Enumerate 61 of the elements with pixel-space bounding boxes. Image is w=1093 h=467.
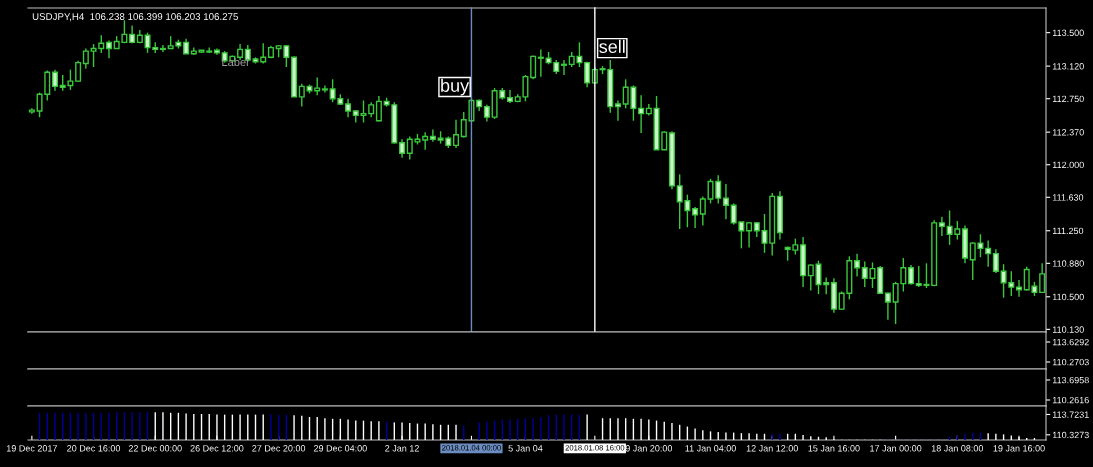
candlestick [638,94,645,134]
y-tick-label: 111.630 [1052,194,1084,201]
candlestick [884,291,891,321]
candlestick [75,60,82,83]
candlestick [422,131,429,151]
x-tick-label: 9 Jan 20:00 [625,445,673,452]
y-tick-label: 111.250 [1052,227,1084,235]
x-tick-label: 12 Jan 12:00 [746,445,798,452]
candlestick [537,48,544,78]
x-tick-label: 19 Jan 16:00 [993,445,1045,452]
candlestick [375,95,382,123]
candlestick [560,59,568,76]
x-tick-label: 22 Dec 00:00 [128,445,182,452]
x-tick-label: 20 Dec 16:00 [67,445,121,452]
x-tick-label: 15 Jan 16:00 [808,445,860,452]
candlestick [159,44,166,53]
candlestick [82,47,89,70]
candlestick [699,195,706,227]
y-tick-label: 110.2616 [1052,396,1089,404]
chart-title: USDJPY,H4 106.238 106.399 106.203 106.275 [32,13,238,22]
y-tick-label: 110.3273 [1052,431,1089,439]
candlestick [51,68,59,92]
y-tick-label: 110.130 [1052,326,1084,333]
candlestick [854,252,861,278]
candlestick [992,248,999,274]
candlestick [692,206,699,229]
y-tick-label: 112.750 [1052,95,1084,103]
x-tick-label: 29 Dec 04:00 [313,445,367,452]
y-tick-label: 113.6958 [1052,376,1089,384]
ref-line-label: buy [441,78,470,96]
candlestick [985,239,992,268]
x-tick-label: 27 Dec 20:00 [252,445,306,452]
candlestick [746,221,753,249]
candlestick [614,99,621,122]
x-tick-label: 5 Jan 04 [508,445,543,452]
y-tick-label: 112.000 [1052,161,1084,169]
candlestick [584,61,591,88]
candlestick [429,128,436,143]
x-tick-label: 17 Jan 00:00 [870,445,922,452]
x-tick-label: 18 Jan 08:00 [931,445,984,452]
candlestick [321,84,328,94]
x-tick-label: 2 Jan 12 [385,445,419,452]
annotation: Label [222,57,248,67]
y-tick-label: 110.880 [1052,260,1084,267]
x-tick-label: 19 Dec 2017 [6,445,57,452]
candlestick [722,183,729,220]
candlestick [938,215,945,237]
y-tick-label: 113.7231 [1052,411,1089,418]
y-tick-label: 113.6292 [1052,338,1089,346]
y-tick-label: 112.370 [1052,129,1084,136]
y-tick-label: 113.500 [1052,29,1084,37]
y-tick-label: 110.2703 [1052,358,1089,366]
x-tick-label: 11 Jan 04:00 [685,445,736,452]
candlestick [1015,279,1023,298]
candlestick [345,97,352,118]
candlestick [399,138,406,159]
y-tick-label: 110.500 [1052,293,1084,301]
y-tick-label: 113.120 [1052,63,1084,70]
ref-line-label: sell [599,39,625,54]
x-tick-label: 26 Dec 12:00 [190,445,244,452]
candlestick [453,119,460,149]
